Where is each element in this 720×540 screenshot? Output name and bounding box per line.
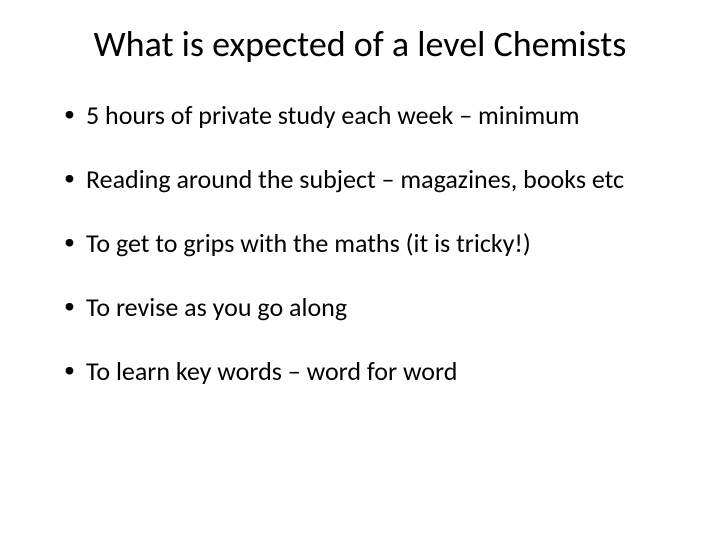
slide-title: What is expected of a level Chemists — [40, 24, 680, 65]
list-item: Reading around the subject – magazines, … — [64, 165, 680, 195]
list-item: To learn key words – word for word — [64, 357, 680, 387]
list-item: To revise as you go along — [64, 293, 680, 323]
list-item: To get to grips with the maths (it is tr… — [64, 229, 680, 259]
bullet-list: 5 hours of private study each week – min… — [40, 101, 680, 386]
list-item: 5 hours of private study each week – min… — [64, 101, 680, 131]
